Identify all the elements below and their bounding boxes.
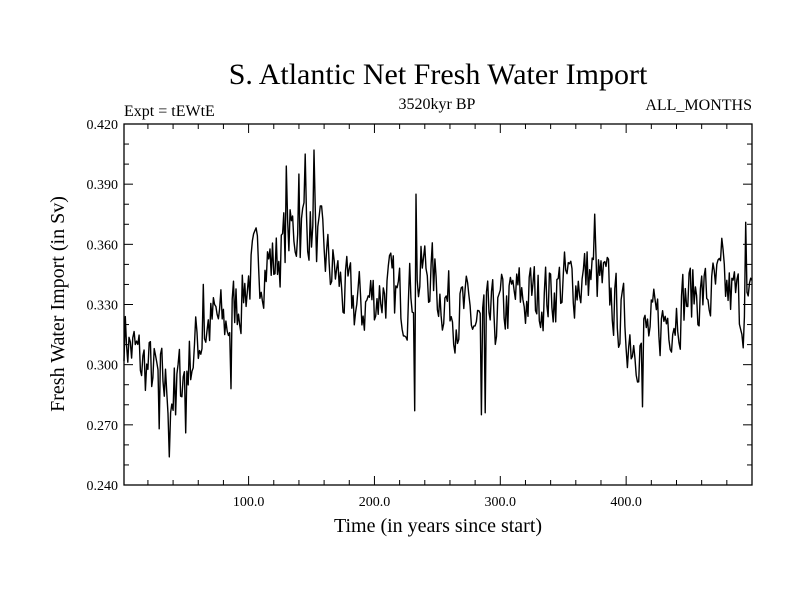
y-tick-label: 0.420 [87,118,119,133]
chart-title: S. Atlantic Net Fresh Water Import [229,58,648,91]
y-tick-label: 0.390 [87,178,119,193]
x-tick-label: 300.0 [485,495,517,510]
y-axis-label: Fresh Water Import (in Sv) [47,196,69,412]
y-tick-label: 0.270 [87,419,119,434]
y-tick-labels: 0.240 0.270 0.300 0.330 0.360 0.390 0.420 [87,118,119,494]
y-tick-label: 0.300 [87,359,119,374]
y-tick-label: 0.240 [87,479,119,494]
x-tick-label: 200.0 [359,495,391,510]
period-label: 3520kyr BP [399,96,476,113]
series-line [123,149,753,458]
months-label: ALL_MONTHS [645,97,752,114]
experiment-label: Expt = tEWtE [124,103,215,120]
plot-frame [123,123,753,486]
x-tick-label: 100.0 [233,495,265,510]
y-tick-label: 0.360 [87,238,119,253]
x-axis-label: Time (in years since start) [334,515,542,537]
x-tick-labels: 100.0 200.0 300.0 400.0 [233,495,642,510]
y-tick-label: 0.330 [87,299,119,314]
x-tick-label: 400.0 [610,495,642,510]
